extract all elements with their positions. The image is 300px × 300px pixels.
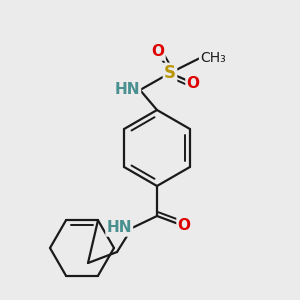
Text: HN: HN bbox=[106, 220, 132, 236]
Text: HN: HN bbox=[115, 82, 140, 98]
Text: S: S bbox=[164, 64, 176, 82]
Text: O: O bbox=[178, 218, 190, 233]
Text: O: O bbox=[152, 44, 164, 59]
Text: O: O bbox=[187, 76, 200, 91]
Text: CH₃: CH₃ bbox=[200, 51, 226, 65]
